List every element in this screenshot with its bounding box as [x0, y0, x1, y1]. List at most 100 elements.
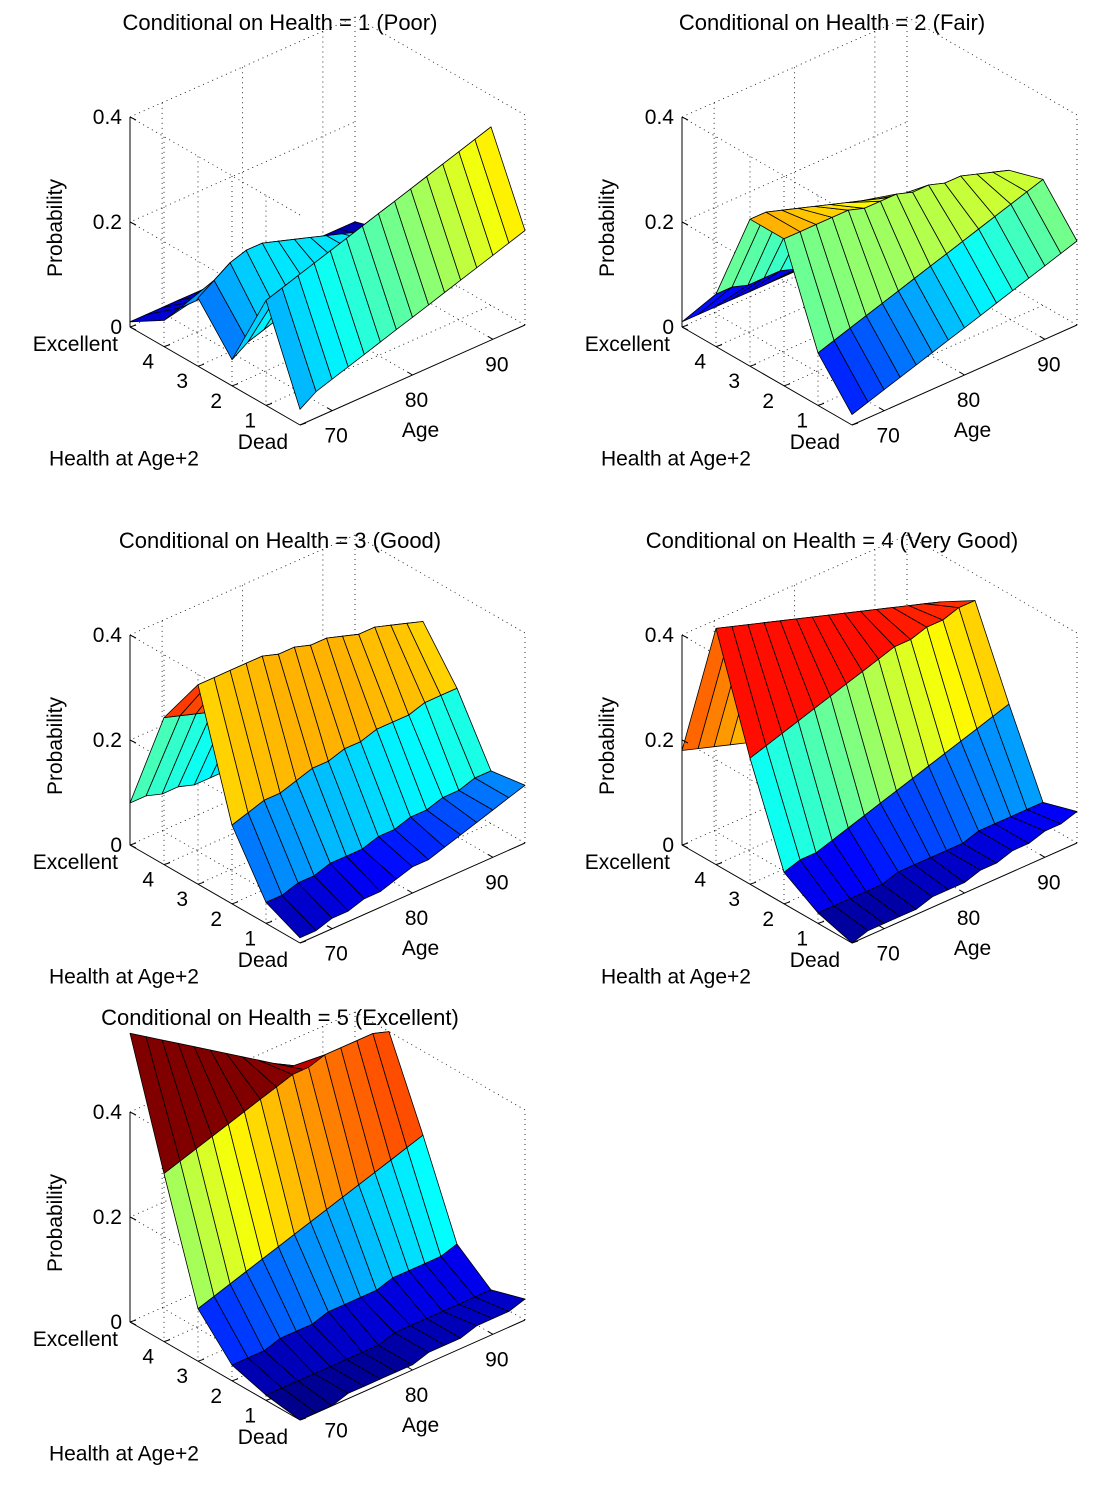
- surface-plot-health-1: Conditional on Health = 1 (Poor) 0 0.2 0.4 P…: [33, 10, 526, 471]
- z-tick-label: 0: [110, 316, 122, 339]
- surface-patch: [681, 286, 733, 323]
- y-axis-label: Health at Age+2: [49, 966, 199, 989]
- x-tick-label: 80: [957, 389, 980, 412]
- y-tick-label: 2: [210, 390, 222, 413]
- y-tick-label: Excellent: [33, 851, 118, 874]
- chart-title: Conditional on Health = 3 (Good): [119, 528, 441, 553]
- y-tick-label: 4: [142, 869, 154, 892]
- y-tick-label: 3: [728, 888, 740, 911]
- chart-title: Conditional on Health = 4 (Very Good): [646, 528, 1018, 553]
- z-tick-label: 0: [110, 1311, 122, 1334]
- chart-panel-health-1: Conditional on Health = 1 (Poor) 0 0.2 0.4 P…: [0, 0, 560, 500]
- y-tick-label: 4: [694, 351, 706, 374]
- y-tick-label: 1: [796, 927, 808, 950]
- x-tick-label: 70: [324, 943, 347, 966]
- probability-surface: [681, 600, 1078, 944]
- z-tick-label: 0.4: [93, 106, 123, 129]
- surface-patch: [474, 1289, 526, 1312]
- surface-patch: [474, 126, 526, 244]
- y-tick-label: 1: [244, 409, 256, 432]
- y-tick-label: Excellent: [585, 333, 670, 356]
- surface-patch: [474, 770, 526, 799]
- y-tick-label: 3: [176, 370, 188, 393]
- y-tick-label: 4: [694, 869, 706, 892]
- x-axis-label: Age: [402, 419, 439, 442]
- z-tick-label: 0.2: [93, 211, 122, 234]
- chart-title: Conditional on Health = 2 (Fair): [679, 10, 985, 35]
- y-tick-label: 4: [142, 351, 154, 374]
- x-tick-label: 70: [324, 425, 347, 448]
- y-tick-label: 3: [176, 888, 188, 911]
- z-tick-label: 0.2: [93, 1206, 122, 1229]
- y-tick-label: 2: [762, 390, 774, 413]
- surface-plot-health-3: Conditional on Health = 3 (Good) 0 0.2 0.4 P…: [33, 528, 526, 989]
- y-tick-label: Dead: [790, 949, 840, 972]
- x-axis-label: Age: [954, 937, 991, 960]
- chart-panel-health-3: Conditional on Health = 3 (Good) 0 0.2 0.4 P…: [0, 518, 560, 1018]
- y-tick-label: 3: [176, 1365, 188, 1388]
- y-tick-label: 2: [210, 1385, 222, 1408]
- x-tick-label: 90: [485, 353, 508, 376]
- z-axis-label: Probability: [44, 1173, 67, 1272]
- chart-panel-health-2: Conditional on Health = 2 (Fair) 0 0.2 0.4 P…: [552, 0, 1112, 500]
- x-tick-label: 70: [324, 1420, 347, 1443]
- z-tick-label: 0.4: [93, 624, 123, 647]
- z-tick-label: 0.4: [645, 106, 675, 129]
- z-tick-label: 0.2: [93, 729, 122, 752]
- surface-plot-health-4: Conditional on Health = 4 (Very Good) 0 0.…: [585, 528, 1078, 989]
- y-axis-label: Health at Age+2: [49, 1443, 199, 1466]
- surface-plot-health-5: Conditional on Health = 5 (Excellent) 0 0.…: [33, 1005, 526, 1466]
- chart-panel-health-5: Conditional on Health = 5 (Excellent) 0 0.…: [0, 995, 560, 1495]
- probability-surface: [129, 1031, 526, 1421]
- x-tick-label: 80: [405, 389, 428, 412]
- y-axis-label: Health at Age+2: [49, 448, 199, 471]
- surface-patch: [1026, 178, 1078, 254]
- x-tick-label: 80: [405, 907, 428, 930]
- y-tick-label: Excellent: [585, 851, 670, 874]
- y-tick-label: Dead: [238, 431, 288, 454]
- z-tick-label: 0.4: [93, 1101, 123, 1124]
- y-tick-label: Excellent: [33, 1328, 118, 1351]
- x-tick-label: 70: [876, 943, 899, 966]
- x-axis-label: Age: [954, 419, 991, 442]
- y-tick-label: Dead: [238, 1426, 288, 1449]
- z-axis-label: Probability: [596, 178, 619, 277]
- z-axis-label: Probability: [44, 178, 67, 277]
- probability-surface: [129, 126, 526, 410]
- z-tick-label: 0: [662, 316, 674, 339]
- x-tick-label: 90: [1037, 871, 1060, 894]
- surface-plot-health-2: Conditional on Health = 2 (Fair) 0 0.2 0.4 P…: [585, 10, 1078, 471]
- x-axis-label: Age: [402, 937, 439, 960]
- chart-panel-health-4: Conditional on Health = 4 (Very Good) 0 0.…: [552, 518, 1112, 1018]
- y-tick-label: Dead: [790, 431, 840, 454]
- z-axis-label: Probability: [596, 696, 619, 795]
- x-tick-label: 90: [1037, 353, 1060, 376]
- x-tick-label: 80: [957, 907, 980, 930]
- y-tick-label: 4: [142, 1346, 154, 1369]
- y-tick-label: Excellent: [33, 333, 118, 356]
- y-tick-label: 2: [210, 908, 222, 931]
- probability-surface: [129, 621, 526, 939]
- y-tick-label: 3: [728, 370, 740, 393]
- y-tick-label: 2: [762, 908, 774, 931]
- chart-title: Conditional on Health = 5 (Excellent): [101, 1005, 459, 1030]
- y-axis-label: Health at Age+2: [601, 966, 751, 989]
- y-tick-label: Dead: [238, 949, 288, 972]
- y-tick-label: 1: [244, 1404, 256, 1427]
- x-axis-label: Age: [402, 1414, 439, 1437]
- z-tick-label: 0: [662, 834, 674, 857]
- z-tick-label: 0.4: [645, 624, 675, 647]
- surface-patch: [1026, 801, 1078, 825]
- x-tick-label: 90: [485, 871, 508, 894]
- z-tick-label: 0.2: [645, 729, 674, 752]
- z-tick-label: 0.2: [645, 211, 674, 234]
- z-axis-label: Probability: [44, 696, 67, 795]
- x-tick-label: 90: [485, 1348, 508, 1371]
- probability-surface: [681, 169, 1078, 415]
- z-tick-label: 0: [110, 834, 122, 857]
- x-tick-label: 70: [876, 425, 899, 448]
- y-tick-label: 1: [796, 409, 808, 432]
- chart-title: Conditional on Health = 1 (Poor): [123, 10, 438, 35]
- y-axis-label: Health at Age+2: [601, 448, 751, 471]
